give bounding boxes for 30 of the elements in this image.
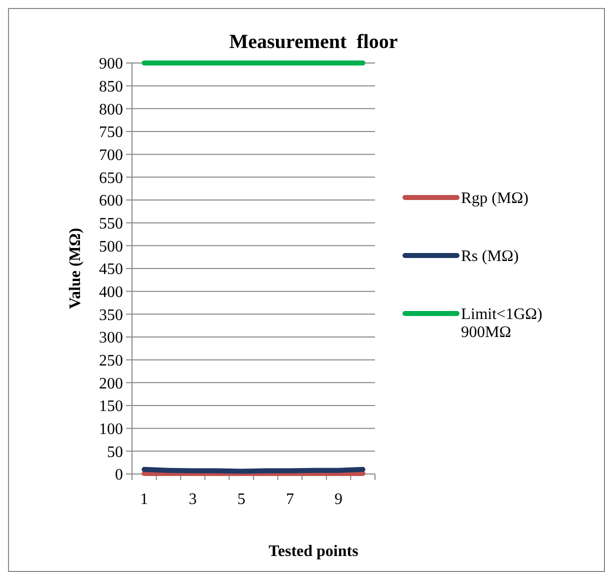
x-axis-title: Tested points xyxy=(268,543,358,560)
y-tick-label: 200 xyxy=(99,375,123,392)
y-tick-label: 50 xyxy=(107,444,123,461)
y-axis-title: Value (MΩ) xyxy=(67,228,84,310)
x-tick-label: 9 xyxy=(334,491,343,508)
legend-label: Rgp (MΩ) xyxy=(461,190,528,208)
x-tick-label: 1 xyxy=(140,491,148,508)
y-tick-label: 600 xyxy=(99,192,123,210)
y-tick-label: 850 xyxy=(99,78,123,96)
y-tick-label: 450 xyxy=(99,261,123,278)
x-tick-label: 5 xyxy=(237,491,246,508)
y-tick-label: 400 xyxy=(99,284,123,301)
y-tick-label: 650 xyxy=(99,170,123,187)
y-tick-label: 750 xyxy=(99,124,123,142)
y-tick-label: 350 xyxy=(99,306,123,324)
y-tick-label: 700 xyxy=(99,146,123,164)
chart-title: Measurement floor xyxy=(229,31,398,53)
y-tick-label: 250 xyxy=(99,352,123,370)
y-tick-label: 800 xyxy=(99,101,123,118)
legend-label: Limit<1GΩ) 900MΩ xyxy=(461,306,542,342)
y-tick-label: 0 xyxy=(115,466,123,484)
y-tick-label: 150 xyxy=(99,398,123,416)
y-tick-label: 300 xyxy=(99,330,123,347)
x-tick-label: 3 xyxy=(188,491,197,508)
legend-label: Rs (MΩ) xyxy=(461,248,519,266)
y-tick-label: 550 xyxy=(99,215,123,232)
y-tick-label: 900 xyxy=(99,56,123,73)
y-tick-label: 500 xyxy=(99,238,123,256)
x-tick-label: 7 xyxy=(286,491,294,508)
y-tick-label: 100 xyxy=(99,420,123,438)
